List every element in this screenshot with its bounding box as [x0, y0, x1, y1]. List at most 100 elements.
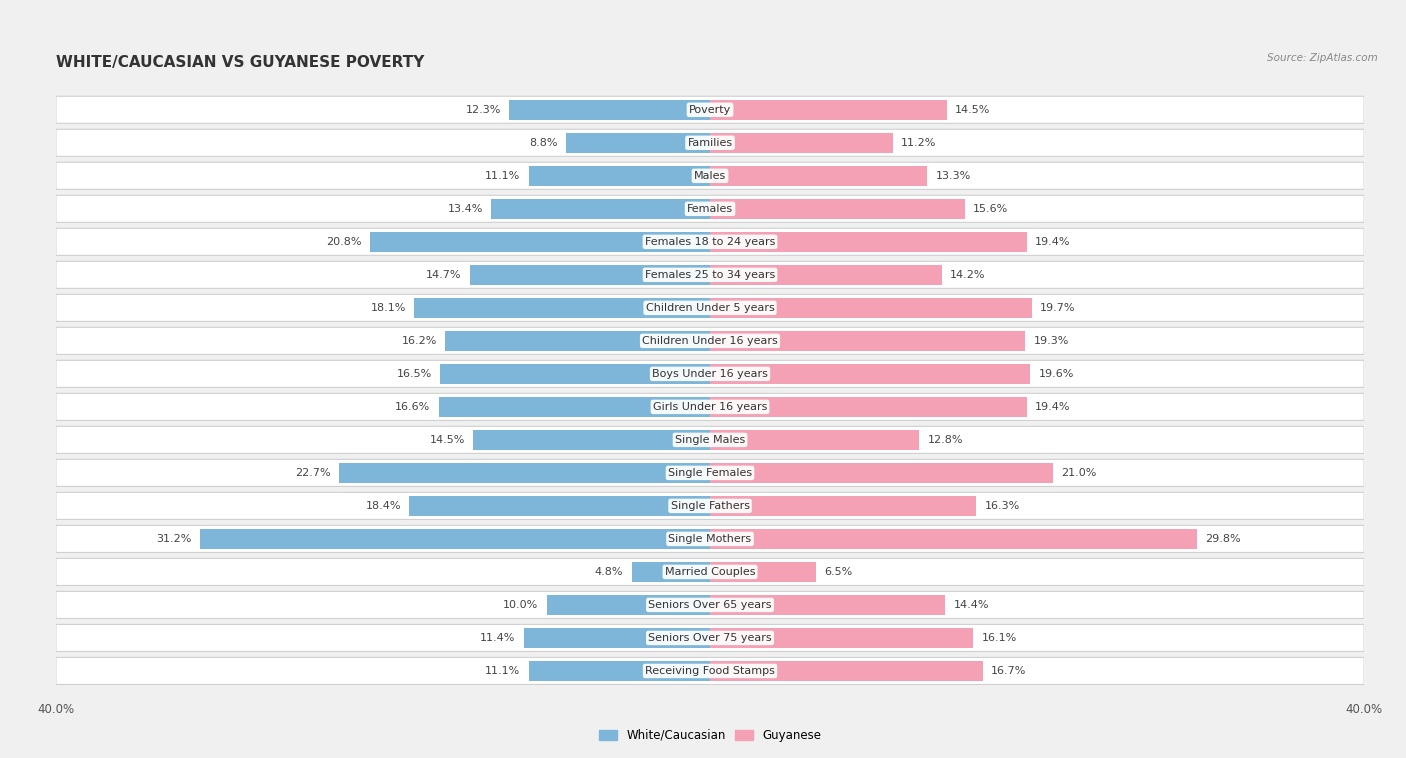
Bar [710, 396, 1028, 417]
FancyBboxPatch shape [56, 591, 1364, 619]
Text: 29.8%: 29.8% [1205, 534, 1241, 544]
Text: Single Fathers: Single Fathers [671, 501, 749, 511]
Bar [440, 364, 710, 384]
Text: Poverty: Poverty [689, 105, 731, 114]
Bar [529, 165, 710, 186]
Bar [200, 528, 710, 549]
Text: Source: ZipAtlas.com: Source: ZipAtlas.com [1267, 53, 1378, 63]
Text: Single Males: Single Males [675, 435, 745, 445]
FancyBboxPatch shape [56, 459, 1364, 487]
Text: Children Under 5 years: Children Under 5 years [645, 303, 775, 313]
FancyBboxPatch shape [56, 262, 1364, 288]
Text: 12.3%: 12.3% [465, 105, 501, 114]
Text: Seniors Over 75 years: Seniors Over 75 years [648, 633, 772, 643]
Text: 13.4%: 13.4% [447, 204, 482, 214]
FancyBboxPatch shape [56, 96, 1364, 124]
Bar [370, 232, 710, 252]
Bar [529, 661, 710, 681]
Text: Females 25 to 34 years: Females 25 to 34 years [645, 270, 775, 280]
Text: Single Mothers: Single Mothers [668, 534, 752, 544]
Bar [710, 199, 965, 219]
FancyBboxPatch shape [56, 360, 1364, 387]
Text: 14.2%: 14.2% [950, 270, 986, 280]
Text: 16.5%: 16.5% [396, 369, 432, 379]
Bar [409, 496, 710, 516]
FancyBboxPatch shape [56, 625, 1364, 651]
Text: 16.3%: 16.3% [984, 501, 1019, 511]
Bar [710, 562, 817, 582]
Bar [439, 396, 710, 417]
FancyBboxPatch shape [56, 327, 1364, 355]
Text: Families: Families [688, 138, 733, 148]
Text: 16.7%: 16.7% [991, 666, 1026, 676]
FancyBboxPatch shape [56, 393, 1364, 421]
Text: 14.7%: 14.7% [426, 270, 461, 280]
Text: 8.8%: 8.8% [530, 138, 558, 148]
Text: Girls Under 16 years: Girls Under 16 years [652, 402, 768, 412]
Text: 11.4%: 11.4% [481, 633, 516, 643]
Bar [339, 462, 710, 483]
Text: 19.7%: 19.7% [1040, 303, 1076, 313]
Text: 14.4%: 14.4% [953, 600, 988, 610]
Bar [710, 133, 893, 153]
Text: Boys Under 16 years: Boys Under 16 years [652, 369, 768, 379]
Text: 4.8%: 4.8% [595, 567, 623, 577]
Text: Married Couples: Married Couples [665, 567, 755, 577]
FancyBboxPatch shape [56, 657, 1364, 684]
Text: 19.4%: 19.4% [1035, 236, 1071, 247]
Text: 21.0%: 21.0% [1062, 468, 1097, 478]
Text: Males: Males [695, 171, 725, 181]
FancyBboxPatch shape [56, 130, 1364, 156]
Text: 19.4%: 19.4% [1035, 402, 1071, 412]
Text: 11.1%: 11.1% [485, 666, 520, 676]
Bar [710, 298, 1032, 318]
Text: 16.2%: 16.2% [402, 336, 437, 346]
FancyBboxPatch shape [56, 559, 1364, 585]
Text: 19.6%: 19.6% [1039, 369, 1074, 379]
Bar [710, 628, 973, 648]
Bar [446, 330, 710, 351]
Text: 20.8%: 20.8% [326, 236, 361, 247]
Bar [509, 99, 710, 120]
Text: Receiving Food Stamps: Receiving Food Stamps [645, 666, 775, 676]
Bar [710, 232, 1028, 252]
Bar [415, 298, 710, 318]
Text: 18.4%: 18.4% [366, 501, 401, 511]
Text: 15.6%: 15.6% [973, 204, 1008, 214]
Text: Seniors Over 65 years: Seniors Over 65 years [648, 600, 772, 610]
FancyBboxPatch shape [56, 426, 1364, 453]
Text: Females 18 to 24 years: Females 18 to 24 years [645, 236, 775, 247]
FancyBboxPatch shape [56, 294, 1364, 321]
Bar [472, 430, 710, 450]
Bar [710, 595, 945, 615]
Text: 10.0%: 10.0% [503, 600, 538, 610]
Bar [710, 462, 1053, 483]
Bar [631, 562, 710, 582]
Bar [710, 265, 942, 285]
Bar [547, 595, 710, 615]
Text: 18.1%: 18.1% [371, 303, 406, 313]
Bar [710, 661, 983, 681]
Text: 16.6%: 16.6% [395, 402, 430, 412]
FancyBboxPatch shape [56, 228, 1364, 255]
Text: Females: Females [688, 204, 733, 214]
Bar [470, 265, 710, 285]
Text: 12.8%: 12.8% [928, 435, 963, 445]
Bar [710, 528, 1197, 549]
FancyBboxPatch shape [56, 196, 1364, 222]
Bar [491, 199, 710, 219]
Bar [523, 628, 710, 648]
Bar [710, 430, 920, 450]
Text: WHITE/CAUCASIAN VS GUYANESE POVERTY: WHITE/CAUCASIAN VS GUYANESE POVERTY [56, 55, 425, 70]
FancyBboxPatch shape [56, 493, 1364, 519]
Text: 14.5%: 14.5% [955, 105, 991, 114]
Text: 11.1%: 11.1% [485, 171, 520, 181]
Bar [710, 496, 976, 516]
Text: 22.7%: 22.7% [295, 468, 330, 478]
Bar [710, 364, 1031, 384]
Text: Single Females: Single Females [668, 468, 752, 478]
Text: 11.2%: 11.2% [901, 138, 936, 148]
Text: 31.2%: 31.2% [156, 534, 191, 544]
Text: 6.5%: 6.5% [824, 567, 852, 577]
Bar [567, 133, 710, 153]
